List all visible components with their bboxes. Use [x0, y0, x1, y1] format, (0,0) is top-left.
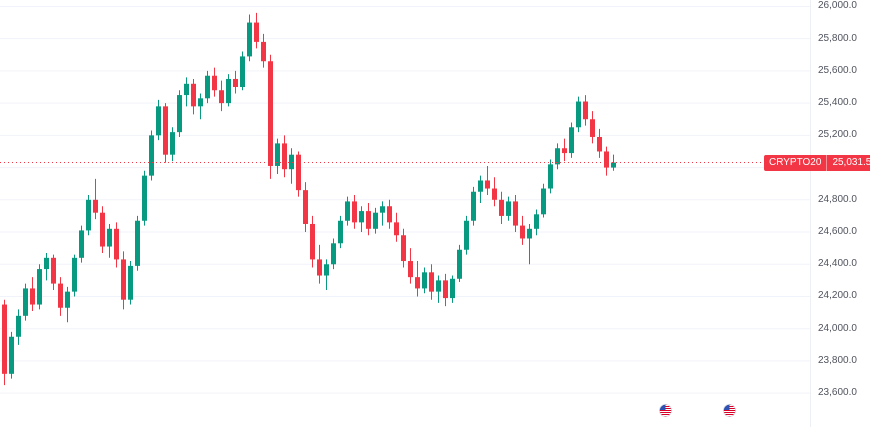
us-flag-event-icon[interactable] [659, 404, 672, 417]
price-axis[interactable]: 26,000.0 25,800.0 25,600.0 25,400.0 25,200.0… [810, 0, 870, 427]
price-tick-label: 25,800.0 [818, 32, 857, 44]
price-tick-label: 23,600.0 [818, 387, 857, 399]
price-tick-label: 24,000.0 [818, 322, 857, 334]
price-tick-label: 23,800.0 [818, 354, 857, 366]
us-flag-event-icon[interactable] [723, 404, 736, 417]
symbol-label: CRYPTO20 [764, 154, 828, 171]
price-tick-label: 25,600.0 [818, 64, 857, 76]
price-tick-label: 26,000.0 [818, 0, 857, 12]
price-tick-label: 24,800.0 [818, 193, 857, 205]
price-tick-label: 25,200.0 [818, 129, 857, 141]
price-tick-label: 25,400.0 [818, 97, 857, 109]
last-price-badge: CRYPTO20 25,031.5 [764, 154, 870, 171]
price-tick-label: 24,200.0 [818, 290, 857, 302]
price-tick-label: 24,400.0 [818, 258, 857, 270]
price-tick-label: 24,600.0 [818, 226, 857, 238]
candlestick-chart[interactable] [0, 0, 810, 427]
last-price-label: 25,031.5 [832, 156, 870, 168]
